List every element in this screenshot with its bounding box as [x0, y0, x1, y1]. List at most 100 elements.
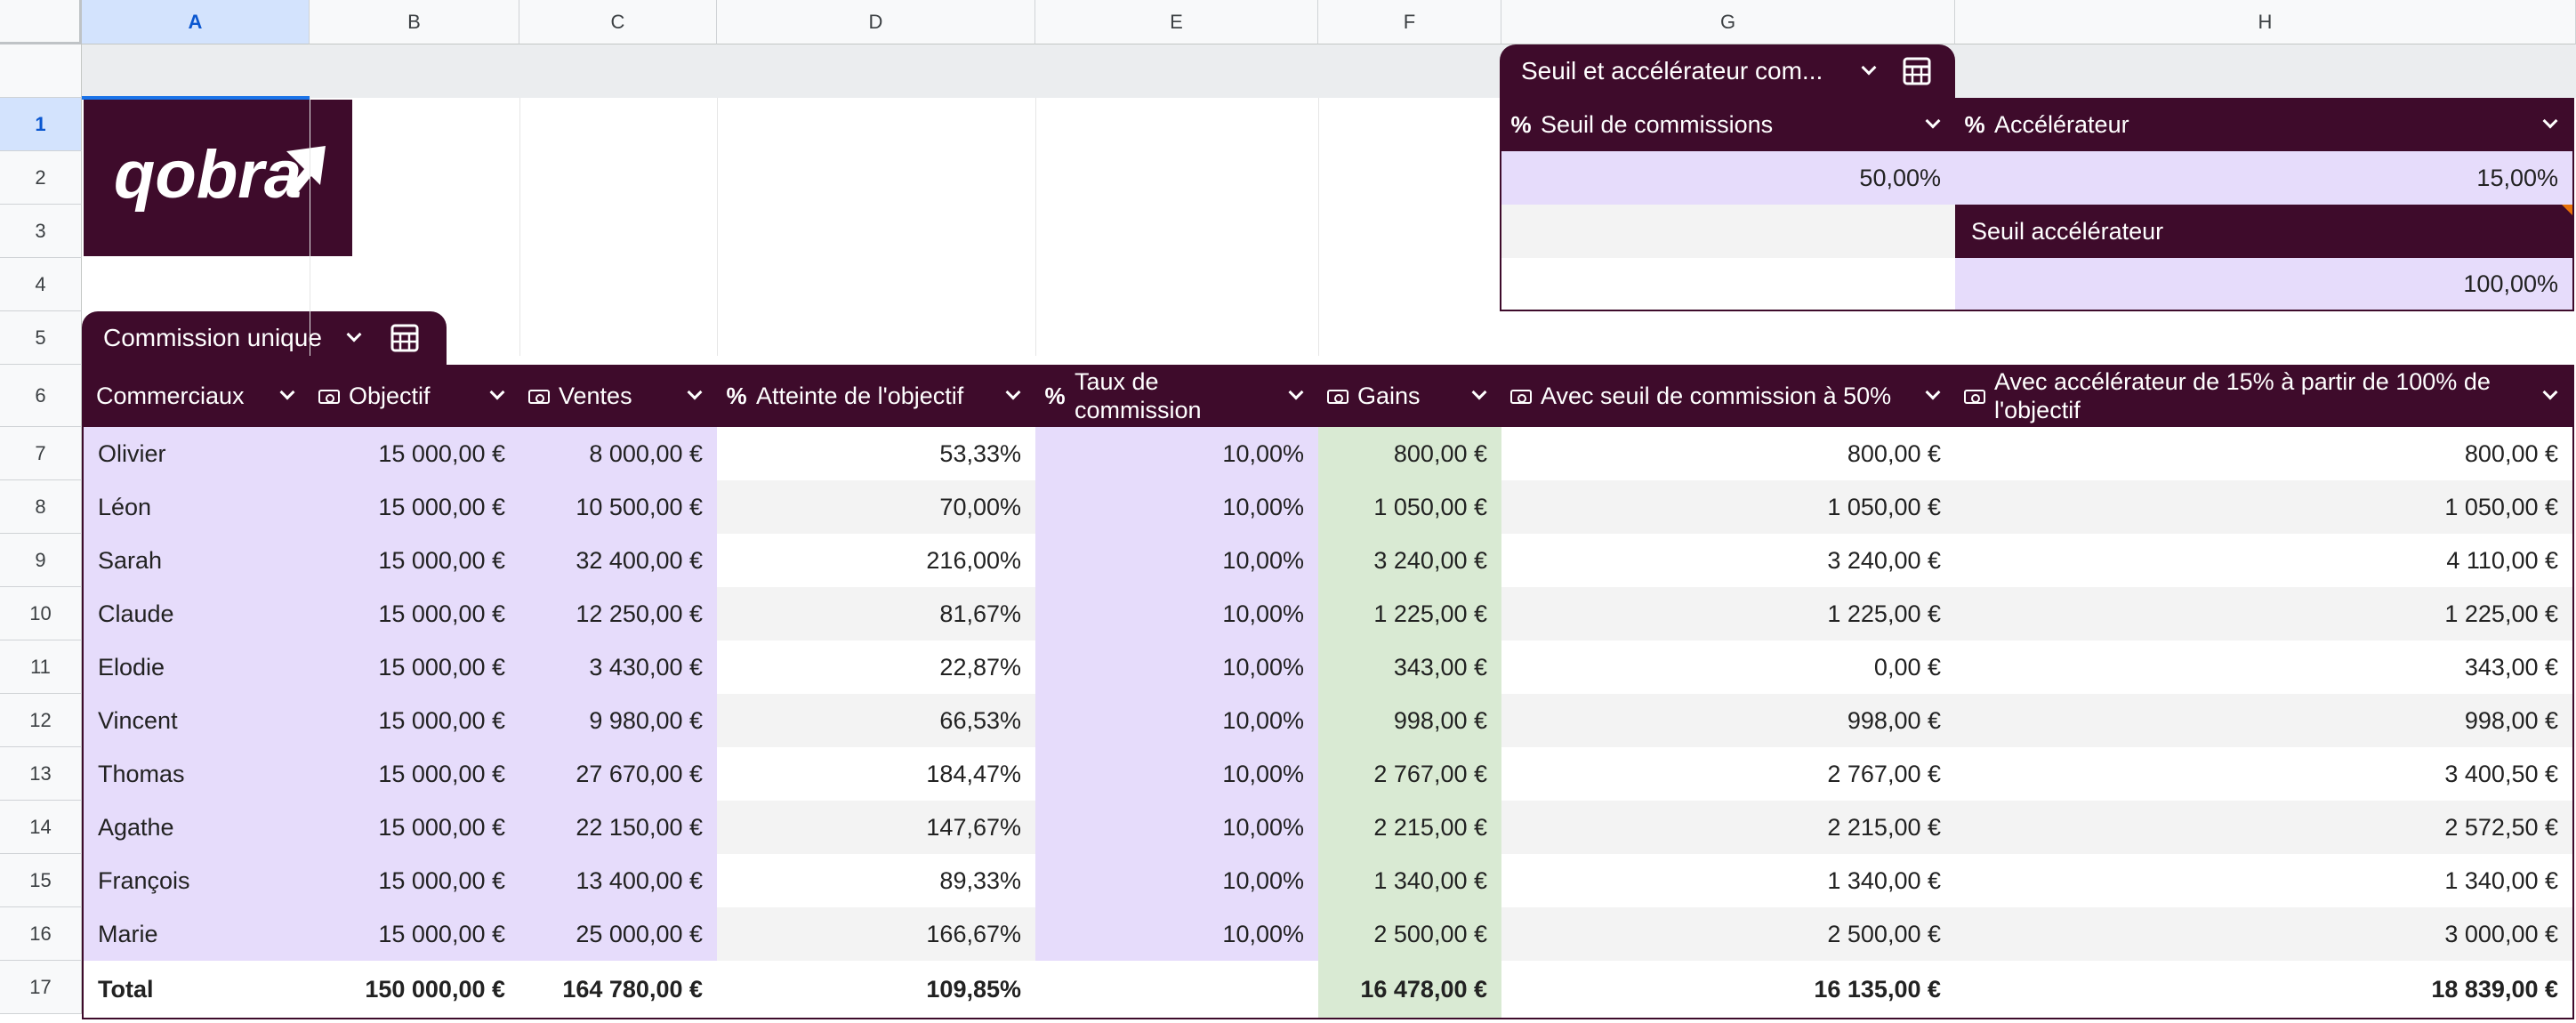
cell-taux[interactable]: 10,00% [1035, 587, 1318, 640]
total-atteinte[interactable]: 109,85% [717, 961, 1035, 1018]
cell-commerciaux[interactable]: Agathe [84, 801, 310, 854]
cell-ventes[interactable]: 27 670,00 € [519, 747, 717, 801]
cell-atteinte[interactable]: 70,00% [717, 480, 1035, 534]
cell-ventes[interactable]: 3 430,00 € [519, 640, 717, 694]
row-header-17[interactable]: 17 [0, 961, 82, 1014]
cell-accelerateur[interactable]: 3 000,00 € [1955, 907, 2572, 961]
cell-accelerateur[interactable]: 4 110,00 € [1955, 534, 2572, 587]
header-commerciaux[interactable]: Commerciaux [84, 365, 310, 427]
cell-accelerateur[interactable]: 3 400,50 € [1955, 747, 2572, 801]
chevron-down-icon[interactable] [1911, 384, 1955, 400]
comment-marker[interactable] [2562, 205, 2572, 215]
cell-commerciaux[interactable]: Elodie [84, 640, 310, 694]
row-header-15[interactable]: 15 [0, 854, 82, 907]
header-ventes[interactable]: Ventes [519, 365, 717, 427]
calculator-icon[interactable] [386, 320, 423, 356]
cell-accelerateur[interactable]: 343,00 € [1955, 640, 2572, 694]
column-header-f[interactable]: F [1318, 0, 1501, 44]
cell-gains[interactable]: 1 340,00 € [1318, 854, 1501, 907]
header-gains[interactable]: Gains [1318, 365, 1501, 427]
cell-seuil-50[interactable]: 2 500,00 € [1501, 907, 1955, 961]
cell-gains[interactable]: 1 050,00 € [1318, 480, 1501, 534]
cell-gains[interactable]: 998,00 € [1318, 694, 1501, 747]
cell-ventes[interactable]: 13 400,00 € [519, 854, 717, 907]
cell-taux[interactable]: 10,00% [1035, 854, 1318, 907]
cell-ventes[interactable]: 12 250,00 € [519, 587, 717, 640]
cell-ventes[interactable]: 22 150,00 € [519, 801, 717, 854]
cell-atteinte[interactable]: 89,33% [717, 854, 1035, 907]
cell-gains[interactable]: 1 225,00 € [1318, 587, 1501, 640]
cell-ventes[interactable]: 25 000,00 € [519, 907, 717, 961]
cell-objectif[interactable]: 15 000,00 € [310, 480, 519, 534]
cell-seuil-50[interactable]: 3 240,00 € [1501, 534, 1955, 587]
seuil-header[interactable]: % Seuil de commissions [1501, 98, 1955, 151]
row-header-11[interactable]: 11 [0, 640, 82, 694]
cell-accelerateur[interactable]: 1 340,00 € [1955, 854, 2572, 907]
chevron-down-icon[interactable] [475, 384, 519, 400]
cell-taux[interactable]: 10,00% [1035, 534, 1318, 587]
cell-commerciaux[interactable]: François [84, 854, 310, 907]
row-header-1[interactable]: 1 [0, 98, 82, 151]
chevron-down-icon[interactable] [1457, 384, 1501, 400]
cell-commerciaux[interactable]: Claude [84, 587, 310, 640]
row-header-7[interactable]: 7 [0, 427, 82, 480]
row-header-12[interactable]: 12 [0, 694, 82, 747]
header-seuil-50[interactable]: Avec seuil de commission à 50% [1501, 365, 1955, 427]
cell-taux[interactable]: 10,00% [1035, 801, 1318, 854]
select-all-corner[interactable] [0, 0, 82, 44]
cell-taux[interactable]: 10,00% [1035, 640, 1318, 694]
total-gains[interactable]: 16 478,00 € [1318, 961, 1501, 1018]
column-header-b[interactable]: B [310, 0, 519, 44]
cell-objectif[interactable]: 15 000,00 € [310, 640, 519, 694]
cell-seuil-50[interactable]: 2 767,00 € [1501, 747, 1955, 801]
cell-atteinte[interactable]: 166,67% [717, 907, 1035, 961]
cell-atteinte[interactable]: 22,87% [717, 640, 1035, 694]
cell-ventes[interactable]: 8 000,00 € [519, 427, 717, 480]
total-commerciaux[interactable]: Total [84, 961, 310, 1018]
column-header-a[interactable]: A [82, 0, 310, 44]
calculator-icon[interactable] [1898, 53, 1936, 89]
cell-commerciaux[interactable]: Marie [84, 907, 310, 961]
cell-accelerateur[interactable]: 1 050,00 € [1955, 480, 2572, 534]
seuil-accel-value[interactable]: 100,00% [1955, 258, 2572, 310]
cell-seuil-50[interactable]: 0,00 € [1501, 640, 1955, 694]
cell-ventes[interactable]: 32 400,00 € [519, 534, 717, 587]
chevron-down-icon[interactable] [1847, 60, 1891, 76]
cell-seuil-50[interactable]: 1 340,00 € [1501, 854, 1955, 907]
header-objectif[interactable]: Objectif [310, 365, 519, 427]
chevron-down-icon[interactable] [991, 384, 1035, 400]
cell-accelerateur[interactable]: 998,00 € [1955, 694, 2572, 747]
seuil-value[interactable]: 50,00% [1501, 151, 1955, 205]
cell-atteinte[interactable]: 147,67% [717, 801, 1035, 854]
row-header-16[interactable]: 16 [0, 907, 82, 961]
cell-seuil-50[interactable]: 2 215,00 € [1501, 801, 1955, 854]
header-accelerateur[interactable]: Avec accélérateur de 15% à partir de 100… [1955, 365, 2572, 427]
column-header-d[interactable]: D [717, 0, 1035, 44]
main-table-tab[interactable]: Commission unique [82, 311, 447, 365]
cell-atteinte[interactable]: 81,67% [717, 587, 1035, 640]
cell-gains[interactable]: 2 500,00 € [1318, 907, 1501, 961]
cell-taux[interactable]: 10,00% [1035, 907, 1318, 961]
cell-seuil-50[interactable]: 1 225,00 € [1501, 587, 1955, 640]
chevron-down-icon[interactable] [336, 326, 372, 342]
row-header-10[interactable]: 10 [0, 587, 82, 640]
accel-value[interactable]: 15,00% [1955, 151, 2572, 205]
cell-gains[interactable]: 343,00 € [1318, 640, 1501, 694]
chevron-down-icon[interactable] [265, 384, 310, 400]
cell-commerciaux[interactable]: Thomas [84, 747, 310, 801]
cell-gains[interactable]: 2 767,00 € [1318, 747, 1501, 801]
cell-commerciaux[interactable]: Vincent [84, 694, 310, 747]
cell-objectif[interactable]: 15 000,00 € [310, 534, 519, 587]
cell-accelerateur[interactable]: 1 225,00 € [1955, 587, 2572, 640]
cell-taux[interactable]: 10,00% [1035, 694, 1318, 747]
cell-objectif[interactable]: 15 000,00 € [310, 427, 519, 480]
total-accelerateur[interactable]: 18 839,00 € [1955, 961, 2572, 1018]
chevron-down-icon[interactable] [672, 384, 717, 400]
cell-commerciaux[interactable]: Olivier [84, 427, 310, 480]
cell-taux[interactable]: 10,00% [1035, 480, 1318, 534]
cell-seuil-50[interactable]: 1 050,00 € [1501, 480, 1955, 534]
row-header-5[interactable]: 5 [0, 311, 82, 365]
cell-commerciaux[interactable]: Sarah [84, 534, 310, 587]
row-header-4[interactable]: 4 [0, 258, 82, 311]
cell-gains[interactable]: 3 240,00 € [1318, 534, 1501, 587]
